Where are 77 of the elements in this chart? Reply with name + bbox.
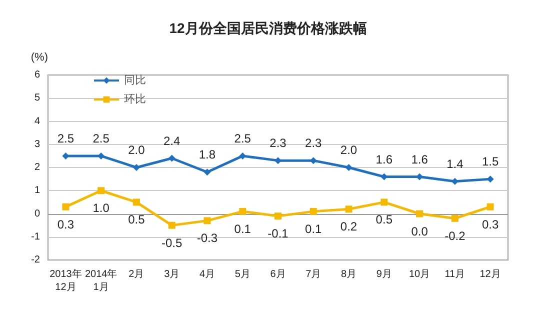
data-label: 2.3	[305, 136, 322, 150]
chart-title: 12月份全国居民消费价格涨跌幅	[169, 20, 367, 36]
data-label: 0.5	[376, 212, 393, 227]
point	[204, 168, 211, 176]
x-tick-label: 5月	[234, 269, 250, 280]
point	[239, 152, 246, 160]
x-tick-label: 12月	[480, 269, 501, 280]
data-label: -0.1	[268, 226, 289, 241]
point	[274, 157, 282, 164]
y-tick-label: 2	[34, 162, 40, 173]
x-tick-label: 2月	[128, 269, 144, 280]
point	[168, 154, 176, 162]
legend-label: 环比	[124, 92, 146, 106]
data-label: -0.2	[444, 228, 466, 243]
point	[239, 208, 246, 215]
data-label: 2.5	[57, 131, 74, 146]
y-axis-title: (%)	[30, 52, 48, 64]
data-label: 0.3	[482, 217, 499, 232]
data-label: 0.1	[305, 222, 322, 236]
data-label: 2.4	[164, 134, 181, 148]
x-tick-label: 10月	[408, 269, 430, 280]
x-tick-label: 4月	[199, 269, 216, 280]
point	[380, 198, 388, 206]
point	[98, 187, 105, 194]
y-tick-label: -1	[31, 231, 40, 242]
point	[451, 214, 458, 222]
point	[98, 152, 105, 160]
y-tick-label: 4	[34, 116, 40, 127]
x-tick-label: 9月	[376, 269, 392, 280]
data-label: -0.3	[196, 231, 218, 246]
point	[62, 203, 70, 210]
point	[132, 198, 140, 206]
x-tick-label: 2013年 12月	[50, 268, 82, 293]
x-tick-label: 6月	[270, 269, 286, 280]
point	[204, 217, 211, 224]
point	[486, 203, 494, 210]
data-label: 2.5	[234, 131, 252, 146]
point	[274, 212, 282, 220]
x-tick-label: 11月	[444, 269, 466, 280]
point	[62, 152, 70, 160]
point	[168, 222, 176, 229]
data-label: 0.2	[340, 220, 358, 234]
data-label: 1.5	[482, 154, 499, 169]
data-label: 0.1	[234, 222, 252, 236]
point	[345, 164, 352, 171]
y-tick-label: 5	[34, 92, 40, 104]
point	[451, 178, 458, 185]
y-tick-label: 0	[34, 208, 40, 220]
x-tick-label: 8月	[340, 269, 357, 280]
data-label: 0.5	[128, 212, 146, 227]
data-label: 2.0	[340, 143, 358, 157]
point	[416, 210, 424, 218]
data-label: 1.6	[376, 152, 393, 166]
point	[132, 164, 140, 171]
data-label: 2.0	[128, 143, 146, 157]
point	[486, 176, 494, 183]
data-label: 1.6	[411, 152, 428, 166]
point	[345, 206, 352, 213]
data-label: 1.8	[198, 148, 216, 162]
y-tick-label: -2	[31, 254, 40, 266]
x-tick-label: 7月	[306, 269, 322, 280]
data-label: 2.5	[92, 131, 110, 146]
data-label: 0.3	[57, 217, 74, 232]
x-tick-label: 2014年 1月	[84, 268, 118, 293]
data-label: 0.0	[411, 224, 428, 238]
data-label: 2.3	[270, 136, 287, 150]
x-tick-label: 3月	[164, 269, 180, 280]
y-tick-label: 1	[34, 185, 40, 196]
y-tick-label: 3	[34, 138, 40, 150]
legend-label: 同比	[124, 74, 146, 86]
point	[310, 208, 317, 215]
data-label: -0.5	[162, 236, 183, 250]
data-label: 1.4	[446, 156, 464, 171]
point	[416, 173, 424, 180]
y-tick-label: 6	[34, 70, 40, 80]
point	[310, 157, 317, 164]
data-label: 1.0	[92, 201, 110, 216]
